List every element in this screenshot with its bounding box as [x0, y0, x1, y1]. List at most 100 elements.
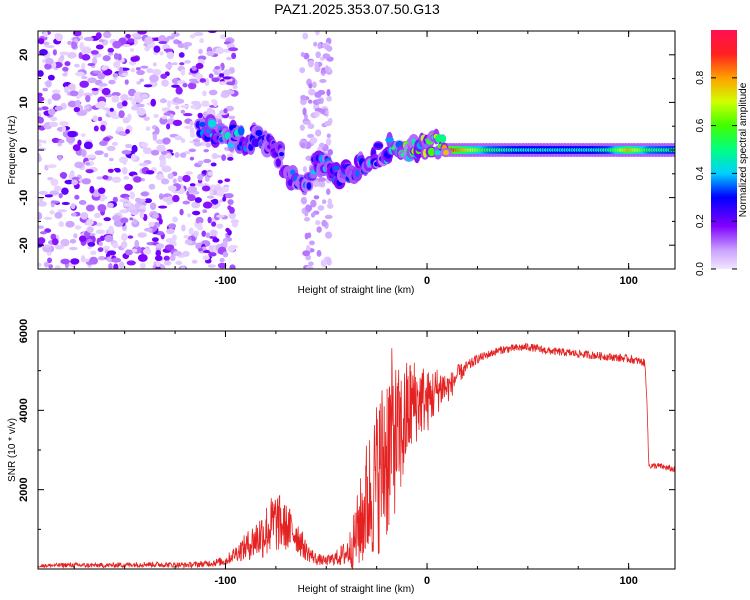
- spectrogram-noise-cell: [211, 198, 219, 205]
- spectrogram-noise-cell: [135, 67, 141, 71]
- spectrogram-noise-cell: [39, 49, 48, 56]
- spectrogram-noise-cell: [38, 196, 43, 203]
- spectrogram-noise-cell: [107, 168, 114, 173]
- spectrogram-noise-cell: [135, 209, 146, 213]
- spectrogram-noise-cell: [226, 81, 236, 86]
- spectrogram-noise-cell: [95, 222, 103, 227]
- spectrogram-noise-cell: [131, 105, 139, 111]
- spectrogram-noise-cell: [172, 194, 180, 203]
- spectrogram-noise-cell: [145, 126, 151, 131]
- spectrogram-noise-cell: [38, 92, 43, 97]
- spectrogram-noise-cell: [46, 164, 57, 169]
- spectrogram-noise-cell: [74, 63, 80, 68]
- spectrogram-noise-cell: [302, 250, 311, 257]
- spectrogram-noise-cell: [201, 185, 211, 192]
- spectrogram-noise-cell: [81, 54, 91, 61]
- spectrogram-noise-cell: [206, 107, 213, 115]
- spectrogram-noise-cell: [182, 250, 190, 257]
- spectrogram-noise-cell: [219, 34, 227, 40]
- spectrogram-noise-cell: [324, 214, 333, 220]
- spectrogram-noise-cell: [57, 209, 67, 213]
- spectrogram-noise-cell: [167, 185, 177, 192]
- spectrogram-noise-cell: [170, 62, 178, 66]
- spectrogram-noise-cell: [120, 209, 127, 214]
- spectrogram-noise-cell: [144, 36, 153, 45]
- spectrogram-noise-cell: [189, 34, 196, 39]
- spectrogram-noise-cell: [38, 200, 47, 207]
- spectrogram-noise-cell: [188, 227, 194, 235]
- spectrogram-noise-cell: [183, 235, 189, 239]
- spectrogram-noise-cell: [98, 241, 103, 247]
- spectrogram-noise-cell: [211, 204, 219, 209]
- spectrogram-noise-cell: [163, 112, 172, 116]
- spectrogram-noise-cell: [104, 234, 114, 243]
- spectrogram-noise-cell: [58, 193, 63, 199]
- spectrogram-noise-cell: [131, 153, 138, 161]
- spectrogram-noise-cell: [202, 209, 208, 214]
- spectrogram-noise-cell: [111, 257, 122, 263]
- spectrogram-noise-cell: [166, 228, 175, 235]
- spectrogram-noise-cell: [140, 93, 149, 99]
- spectrogram-noise-cell: [229, 264, 236, 269]
- spectrogram-noise-cell: [161, 79, 169, 87]
- spectrogram-noise-cell: [38, 143, 42, 147]
- colorbar-tick-label: 0.6: [695, 118, 706, 132]
- spectrogram-noise-cell: [152, 213, 159, 219]
- spectrogram-noise-cell: [125, 33, 131, 39]
- spectrogram-noise-cell: [203, 158, 212, 164]
- spectrogram-noise-cell: [85, 162, 90, 166]
- spectrogram-noise-cell: [85, 95, 91, 103]
- spectrogram-noise-cell: [143, 84, 153, 88]
- spectrogram-noise-cell: [49, 121, 59, 128]
- spectrogram-noise-cell: [74, 225, 82, 230]
- spectrogram-noise-cell: [160, 178, 170, 185]
- spectrogram-noise-cell: [71, 179, 78, 186]
- spectrogram-noise-cell: [166, 201, 172, 205]
- spectrogram-noise-cell: [154, 126, 160, 135]
- spectrogram-noise-cell: [219, 257, 225, 263]
- spectrogram-noise-cell: [228, 211, 237, 220]
- spectrogram-noise-cell: [70, 258, 80, 265]
- spectrogram-noise-cell: [313, 41, 318, 47]
- spectrogram-noise-cell: [142, 248, 152, 255]
- spectrogram-noise-cell: [69, 246, 78, 251]
- spectrogram-noise-cell: [315, 51, 321, 59]
- spectrogram-noise-cell: [67, 100, 78, 108]
- spectrogram-noise-cell: [179, 152, 187, 158]
- spectrogram-noise-cell: [124, 183, 133, 191]
- spectrogram-noise-cell: [120, 240, 128, 249]
- spectrogram-noise-cell: [83, 36, 94, 42]
- spectrogram-noise-cell: [158, 193, 164, 200]
- spectrogram-noise-cell: [191, 259, 198, 264]
- snr-y-tick-label: 6000: [18, 319, 30, 343]
- spectrogram-noise-cell: [225, 227, 230, 233]
- spectrogram-noise-cell: [324, 120, 332, 127]
- spectrogram-noise-cell: [171, 84, 180, 88]
- spectrogram-noise-cell: [111, 176, 122, 183]
- spectrogram-noise-cell: [38, 107, 44, 111]
- spectrogram-noise-cell: [75, 99, 81, 108]
- spectrogram-noise-cell: [136, 103, 145, 108]
- spectrogram-noise-cell: [106, 202, 114, 208]
- spectrogram-noise-cell: [191, 201, 201, 209]
- spectrogram-noise-cell: [121, 100, 128, 107]
- spectrogram-x-tick-label: 0: [424, 275, 430, 287]
- spectrogram-noise-cell: [212, 154, 222, 158]
- spectrogram-noise-cell: [42, 87, 49, 92]
- spectrogram-noise-cell: [208, 245, 214, 253]
- spectrogram-noise-cell: [320, 108, 326, 115]
- spectrogram-noise-cell: [148, 183, 156, 190]
- spectrogram-noise-cell: [319, 78, 327, 84]
- spectrogram-noise-cell: [81, 62, 86, 71]
- spectrogram-noise-cell: [58, 221, 64, 228]
- spectrogram-noise-cell: [317, 89, 326, 96]
- spectrogram-noise-cell: [129, 48, 134, 52]
- snr-y-axis-title: SNR (10 * v/v): [7, 418, 18, 482]
- spectrogram-noise-cell: [152, 62, 157, 67]
- snr-x-axis-title: Height of straight line (km): [298, 584, 415, 595]
- spectrogram-noise-cell: [171, 32, 180, 37]
- spectrogram-noise-cell: [231, 221, 239, 228]
- spectrogram-noise-cell: [182, 200, 191, 205]
- spectrogram-noise-cell: [305, 265, 314, 269]
- spectrogram-noise-cell: [191, 65, 198, 71]
